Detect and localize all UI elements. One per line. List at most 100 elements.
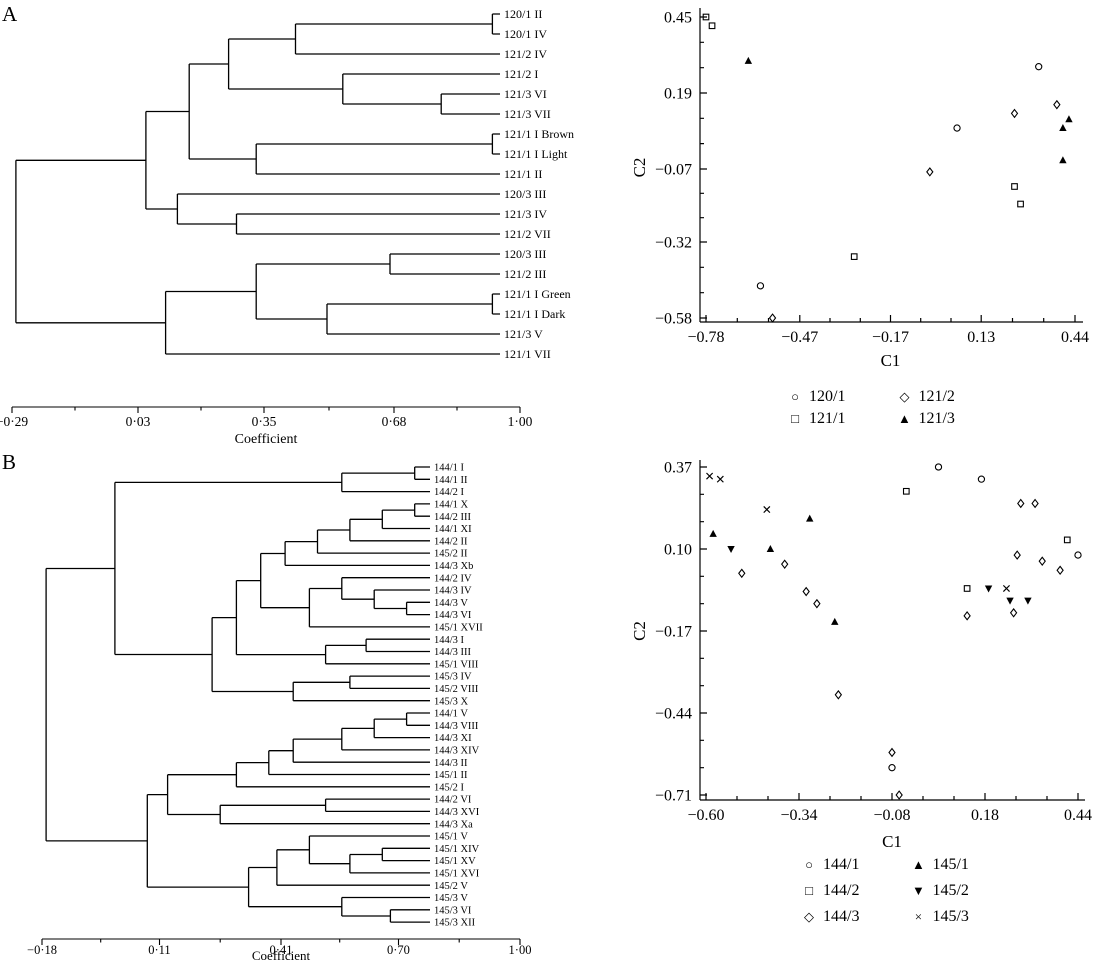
legend-item: ▲ 145/1 [911, 856, 969, 874]
data-point-triangle-up [744, 56, 753, 64]
dendrogram-leaf-label: 121/2 VII [504, 227, 551, 241]
panel-a-letter: A [2, 2, 18, 26]
dendrogram-leaf-label: 144/2 III [434, 512, 472, 523]
data-point-triangle-up [1059, 124, 1067, 132]
legend-label: 121/1 [809, 410, 846, 427]
scatter-a: −0.78 −0.47 −0.17 0.13 0.44 0.45 0.19 −0.07 −0.3… [630, 8, 1089, 370]
data-point-diamond [1017, 498, 1025, 509]
series-145-2 [727, 546, 1032, 605]
dendrogram-leaf-label: 145/1 XVII [434, 622, 483, 633]
axes: −0.60 −0.34 −0.08 0.18 0.44 0.37 0.10 −0.17 −0.4… [630, 460, 1092, 852]
dendrogram-leaf-label: 144/2 II [434, 536, 468, 547]
dendrogram-leaf-label: 144/3 XI [434, 733, 472, 744]
dendrogram-leaf-label: 144/2 I [434, 487, 465, 498]
dendrogram-links [15, 13, 500, 355]
dendrogram-leaf-label: 144/3 VI [434, 610, 472, 621]
dendrogram-leaf-label: 121/2 III [504, 267, 546, 281]
data-point-diamond [738, 568, 746, 579]
axes: −0.78 −0.47 −0.17 0.13 0.44 0.45 0.19 −0.07 −0.3… [630, 8, 1089, 370]
legend-item: ◇ 144/3 [802, 908, 859, 926]
legend-label: 144/3 [823, 908, 860, 925]
series-144-2 [902, 487, 1071, 592]
dendrogram-leaf-label: 144/1 X [434, 499, 469, 510]
data-point-diamond [1038, 556, 1046, 566]
y-tick-label: −0.17 [655, 624, 692, 641]
data-point-square [1017, 200, 1024, 208]
legend-item: ◇ 121/2 [897, 388, 954, 406]
data-point-circle [756, 282, 765, 290]
legend-item: □ 144/2 [802, 882, 859, 900]
axis-tick-label: 1·00 [508, 414, 533, 429]
data-point-circle [977, 475, 986, 483]
data-point-x [716, 475, 724, 483]
data-point-circle [1074, 551, 1082, 559]
dendrogram-leaf-label: 145/1 V [434, 832, 468, 843]
dendrogram-leaf-label: 144/3 V [434, 598, 468, 609]
dendrogram-leaf-label: 120/1 II [504, 7, 542, 21]
y-tick-label: 0.19 [664, 85, 692, 102]
data-point-triangle-down [984, 585, 993, 593]
x-tick-label: −0.34 [780, 807, 817, 824]
dendrogram-leaf-label: 145/1 II [434, 770, 468, 781]
dendrogram-leaf-label: 144/3 VIII [434, 721, 479, 732]
triangle-up-marker-icon: ▲ [898, 411, 911, 426]
dendrogram-leaf-label: 144/3 XVI [434, 807, 480, 818]
legend-label: 145/1 [932, 856, 969, 873]
data-point-x [706, 472, 714, 480]
series-121-1 [702, 13, 1024, 260]
circle-marker-icon: ○ [805, 857, 813, 872]
data-point-square [1011, 183, 1018, 190]
axis-line [11, 406, 521, 413]
data-point-triangle-up [766, 545, 775, 552]
y-tick-label: −0.58 [655, 311, 692, 328]
data-point-diamond [813, 598, 821, 609]
dendrogram-leaf-label: 121/1 I Green [504, 287, 571, 301]
legend-item: ○ 120/1 [788, 388, 845, 406]
x-tick-label: 0.13 [967, 329, 995, 346]
data-point-diamond [1056, 565, 1064, 576]
axis-lines [699, 460, 1085, 801]
legend-item: ○ 144/1 [802, 856, 859, 874]
x-tick-label: −0.17 [872, 329, 909, 346]
x-tick-label: 0.44 [1064, 807, 1092, 824]
series-121-2 [768, 99, 1061, 323]
axis-tick-label: 0·70 [387, 943, 410, 957]
legend-item: □ 121/1 [788, 410, 845, 428]
x-tick-label: −0.78 [687, 329, 724, 346]
data-point-diamond [768, 313, 777, 323]
x-marker-icon: × [914, 909, 923, 924]
triangle-up-marker-icon: ▲ [912, 857, 925, 872]
data-point-triangle-up [709, 529, 717, 537]
data-point-circle [1035, 63, 1043, 71]
dendrogram-leaf-label: 121/1 I Brown [504, 127, 574, 141]
scatter-b-legend: ○ 144/1 ▲ 145/1 □ 144/2 ▼ 145/2 ◇ 144/3 × 145/3 [802, 856, 969, 926]
dendrogram-leaf-label: 145/2 II [434, 549, 468, 560]
dendrogram-leaf-label: 144/3 IV [434, 586, 472, 597]
y-tick-label: 0.37 [664, 460, 692, 477]
legend-label: 120/1 [809, 388, 846, 405]
axis-tick-label: 0·35 [252, 414, 277, 429]
legend-item: × 145/3 [911, 908, 969, 926]
triangle-down-marker-icon: ▼ [912, 883, 925, 898]
data-point-diamond [802, 586, 810, 597]
diamond-marker-icon: ◇ [804, 909, 814, 924]
data-point-triangle-down [1024, 597, 1032, 605]
dendrogram-leaf-label: 121/1 VII [504, 347, 551, 361]
x-tick-label: −0.08 [873, 807, 910, 824]
data-point-triangle-up [806, 514, 814, 522]
axis-tick-label: −0·18 [27, 943, 57, 957]
dendrogram-links [45, 466, 430, 923]
dendrogram-leaf-label: 145/2 I [434, 782, 465, 793]
dendrogram-leaf-label: 121/1 I Dark [504, 307, 565, 321]
dendrogram-leaf-label: 144/3 Xb [434, 561, 473, 572]
data-point-triangle-up [831, 617, 839, 625]
dendrogram-leaf-label: 121/3 VI [504, 87, 547, 101]
dendrogram-leaf-label: 145/1 XV [434, 856, 476, 867]
dendrogram-leaf-label: 144/3 III [434, 647, 472, 658]
data-point-triangle-up [1059, 156, 1067, 164]
dendrogram-leaf-label: 120/3 III [504, 187, 546, 201]
data-point-diamond [1010, 108, 1019, 119]
dendrogram-leaf-label: 144/1 V [434, 709, 468, 720]
legend-label: 144/1 [823, 856, 860, 873]
